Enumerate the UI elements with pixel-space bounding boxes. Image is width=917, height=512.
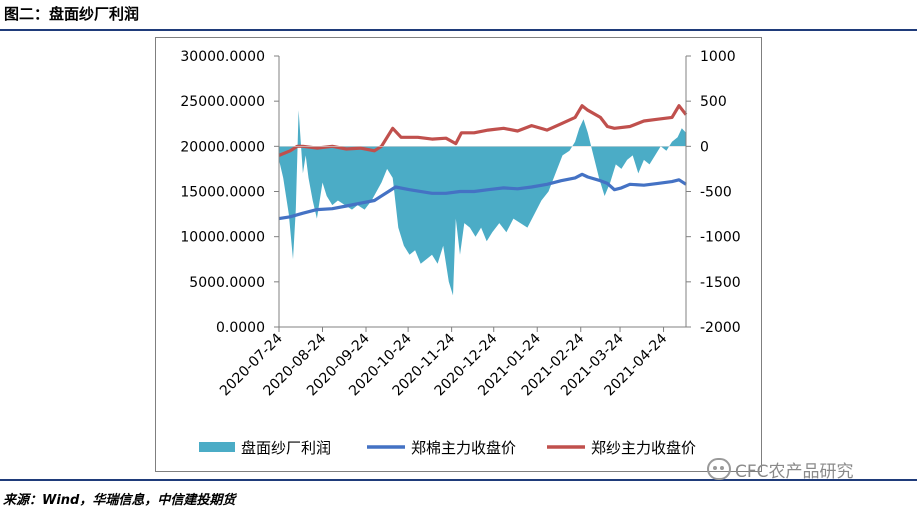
left-tick-label: 20000.0000 — [180, 139, 265, 155]
left-tick-label: 30000.0000 — [180, 49, 265, 65]
right-tick-label: -1000 — [700, 230, 741, 246]
right-tick-label: 1000 — [700, 49, 736, 65]
right-tick-label: -2000 — [700, 320, 741, 336]
watermark: CFC农产品研究 — [707, 456, 892, 482]
series-area-profit — [279, 110, 686, 296]
legend-label: 盘面纱厂利润 — [241, 439, 331, 457]
left-tick-label: 0.0000 — [216, 320, 265, 336]
watermark-text: CFC农产品研究 — [735, 461, 854, 482]
plot-area — [278, 104, 688, 296]
left-tick-label: 10000.0000 — [180, 230, 265, 246]
source-note: 来源：Wind，华瑞信息，中信建投期货 — [3, 493, 236, 508]
series-line-cotton — [278, 172, 687, 221]
figure-title: 图二：盘面纱厂利润 — [4, 5, 140, 23]
right-tick-label: 500 — [700, 94, 727, 110]
right-tick-label: -1500 — [700, 275, 741, 291]
left-tick-label: 25000.0000 — [180, 94, 265, 110]
wechat-logo-icon — [707, 458, 731, 480]
left-tick-label: 5000.0000 — [189, 275, 265, 291]
right-tick-label: -500 — [700, 185, 732, 201]
left-tick-label: 15000.0000 — [180, 185, 265, 201]
legend-label: 郑纱主力收盘价 — [591, 439, 696, 457]
bottom-rule — [0, 479, 917, 481]
legend-label: 郑棉主力收盘价 — [411, 439, 516, 457]
series-line-yarn — [278, 104, 688, 157]
right-tick-label: 0 — [700, 139, 709, 155]
top-rule — [0, 29, 917, 31]
legend: 盘面纱厂利润 郑棉主力收盘价 郑纱主力收盘价 — [199, 439, 696, 457]
legend-swatch-profit — [199, 442, 235, 452]
chart-frame — [155, 37, 762, 472]
